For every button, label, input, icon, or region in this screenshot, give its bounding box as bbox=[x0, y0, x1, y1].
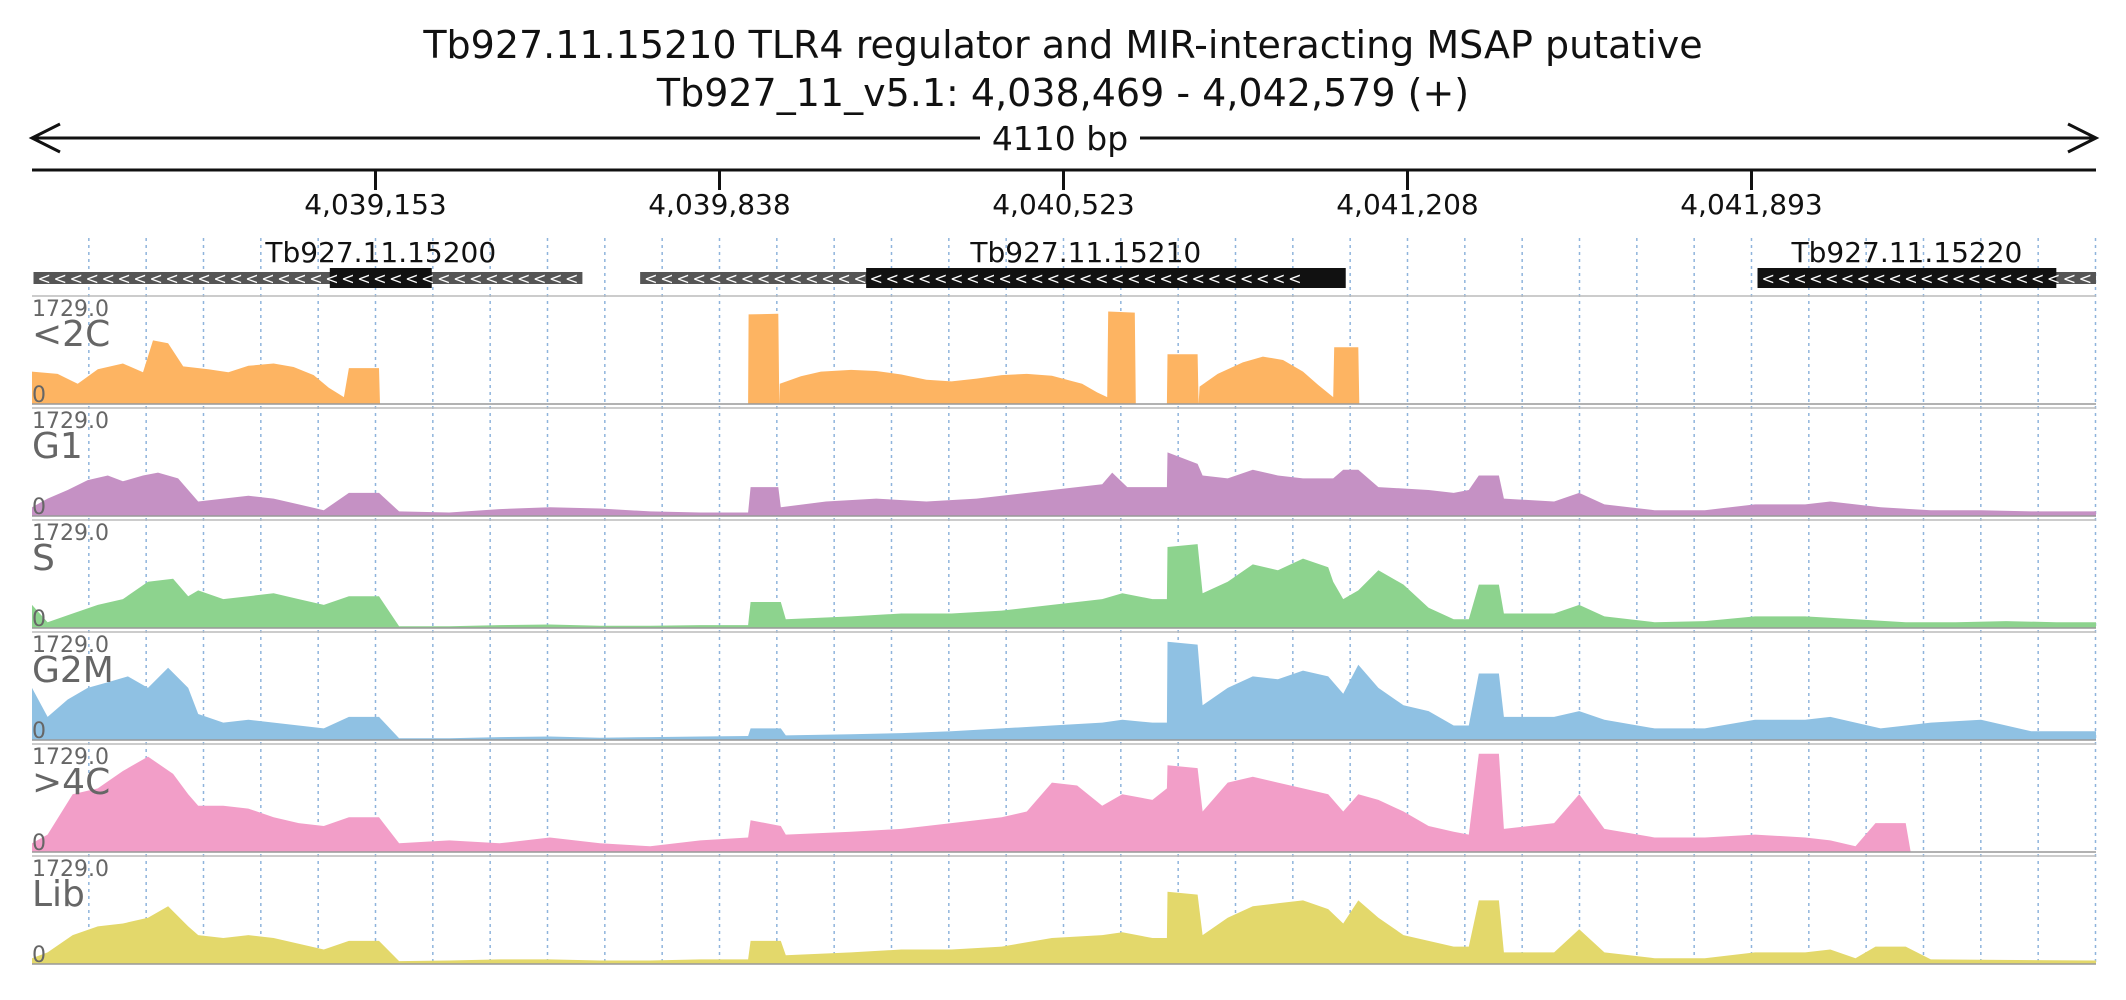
coverage-tracks: 1729.0<2C01729.0G101729.0S01729.0G2M0172… bbox=[32, 295, 2096, 968]
track-max-label: 1729.0 bbox=[32, 521, 109, 546]
gene-label: Tb927.11.15220 bbox=[1791, 236, 2023, 269]
coverage-area bbox=[32, 753, 2096, 852]
track-min-label: 0 bbox=[32, 607, 46, 632]
ruler-tick-label: 4,041,893 bbox=[1680, 188, 1823, 221]
track-name-label: S bbox=[32, 538, 55, 579]
arrow-right-icon bbox=[2067, 122, 2100, 154]
track-min-label: 0 bbox=[32, 943, 46, 968]
span-arrow: 4110 bp bbox=[28, 119, 2100, 158]
gene-cds bbox=[329, 268, 432, 288]
gene-label: Tb927.11.15210 bbox=[969, 236, 1201, 269]
ruler-tick-label: 4,039,153 bbox=[304, 188, 447, 221]
strand-chevrons: <<<<<<<<<<<<<<<<<<<<<<<<<<<<<<<<<<<<<<<<… bbox=[644, 269, 1301, 288]
track-name-label: <2C bbox=[32, 314, 110, 355]
coverage-track: 1729.0G1 0 bbox=[32, 407, 2096, 520]
track-max-label: 1729.0 bbox=[32, 745, 109, 770]
coverage-area bbox=[32, 452, 2096, 516]
strand-chevrons: <<<<<<<<<<<<<<<<<<<<< bbox=[1762, 269, 2092, 288]
gene-track: <<<<<<<<<<<<<<<<<<<<<<<<<<<<<<<<<<Tb927.… bbox=[33, 236, 2096, 288]
locus-subtitle: Tb927_11_v5.1: 4,038,469 - 4,042,579 (+) bbox=[656, 71, 1469, 115]
gene-cds bbox=[1757, 268, 2057, 288]
ruler-tick-label: 4,040,523 bbox=[992, 188, 1135, 221]
track-min-label: 0 bbox=[32, 719, 46, 744]
page-title: Tb927.11.15210 TLR4 regulator and MIR-in… bbox=[422, 23, 1702, 67]
track-max-label: 1729.0 bbox=[32, 297, 109, 322]
coverage-area bbox=[32, 544, 2096, 628]
span-length-label: 4110 bp bbox=[992, 119, 1128, 158]
ruler-ticks: 4,039,153 4,039,838 4,040,523 4,041,208 4,04… bbox=[304, 170, 1823, 221]
arrow-left-icon bbox=[28, 122, 61, 154]
gene-label: Tb927.11.15200 bbox=[264, 236, 496, 269]
track-min-label: 0 bbox=[32, 383, 46, 408]
track-max-label: 1729.0 bbox=[32, 409, 109, 434]
gridlines bbox=[88, 238, 2097, 962]
ruler-tick-label: 4,041,208 bbox=[1336, 188, 1479, 221]
coverage-area bbox=[32, 641, 2096, 740]
track-min-label: 0 bbox=[32, 495, 46, 520]
coverage-area bbox=[32, 311, 2096, 404]
ruler-tick-label: 4,039,838 bbox=[648, 188, 791, 221]
track-min-label: 0 bbox=[32, 831, 46, 856]
track-name-label: G1 bbox=[32, 426, 83, 467]
coverage-area bbox=[32, 891, 2096, 964]
coverage-track: 1729.0>4C 0 bbox=[32, 743, 2096, 856]
track-max-label: 1729.0 bbox=[32, 857, 109, 882]
track-name-label: G2M bbox=[32, 650, 114, 691]
gene-cds bbox=[866, 268, 1346, 288]
track-max-label: 1729.0 bbox=[32, 633, 109, 658]
coverage-track: 1729.0S 0 bbox=[32, 519, 2096, 632]
coverage-track: 1729.0<2C 0 bbox=[32, 295, 2096, 408]
track-name-label: Lib bbox=[32, 874, 85, 915]
track-name-label: >4C bbox=[32, 762, 110, 803]
gene-utr bbox=[33, 272, 583, 284]
